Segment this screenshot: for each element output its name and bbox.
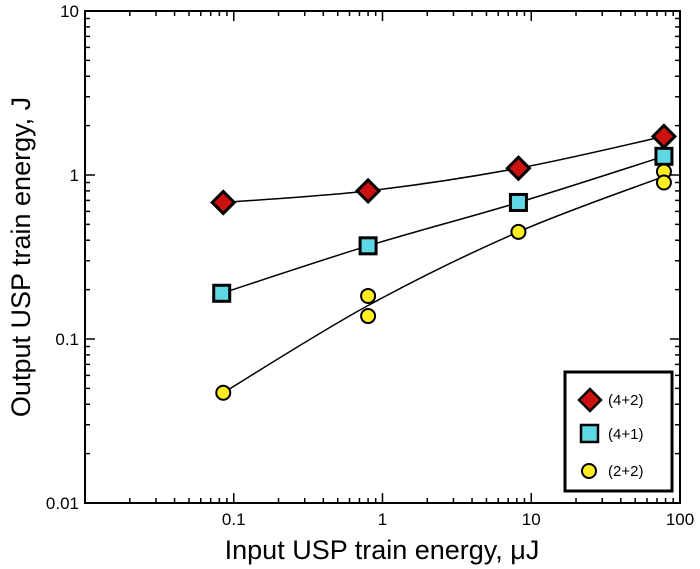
square-marker [358,236,378,256]
series-curve [222,175,665,394]
series-curves [221,135,665,394]
diamond-marker [210,189,237,216]
legend-label: (4+2) [608,392,643,409]
square-marker [508,192,528,212]
y-tick-label: 10 [60,2,79,21]
x-tick-label: 10 [522,510,541,529]
tick-labels: 0.1 1 10 100 0.01 0.1 1 10 [46,2,694,529]
legend-circle-marker [581,463,597,479]
circle-marker [510,223,527,240]
circle-marker [215,384,232,401]
square-marker [212,283,232,303]
diamond-marker [354,177,382,205]
legend-item-4p2: (4+2) [577,387,643,413]
legend: (4+2) (4+1) (2+2) [563,370,674,493]
diamond-marker [505,155,532,182]
legend-label: (2+2) [608,463,643,480]
diamond-marker [650,123,678,150]
square-marker [654,146,674,166]
y-tick-label: 0.01 [46,494,79,513]
y-tick-label: 0.1 [55,330,79,349]
series-curve [221,155,665,294]
y-axis-title: Output USP train energy, J [6,97,36,417]
circle-marker [360,308,377,325]
axis-ticks [85,11,680,503]
series-curve [223,135,665,204]
x-axis-title: Input USP train energy, μJ [225,535,540,565]
legend-label: (4+1) [608,426,643,443]
x-tick-label: 1 [378,510,387,529]
circle-marker [360,287,377,304]
y-tick-label: 1 [70,166,79,185]
circle-marker [655,174,672,191]
legend-item-4p1: (4+1) [579,423,643,444]
series-markers [210,123,678,401]
x-tick-label: 100 [666,510,694,529]
legend-item-2p2: (2+2) [581,463,643,480]
legend-diamond-marker [577,387,603,413]
legend-square-marker [579,423,600,444]
x-tick-label: 0.1 [222,510,246,529]
